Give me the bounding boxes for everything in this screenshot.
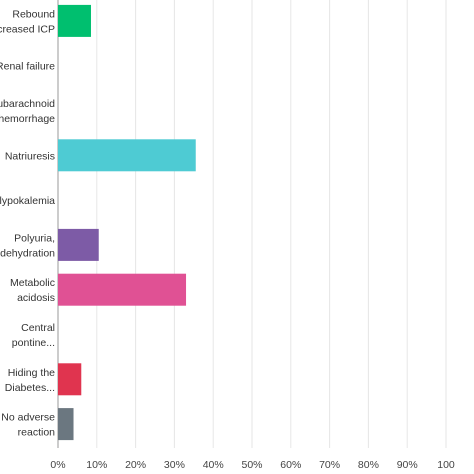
category-labels: Rebound creased ICP Renal failure ubarachno… [0, 8, 55, 438]
category-label: lypokalemia [0, 195, 55, 207]
x-tick-label: 100 [437, 459, 455, 471]
bar [58, 273, 187, 306]
x-tick-label: 10% [86, 459, 107, 471]
category-label: ubarachnoid [0, 98, 55, 110]
x-tick-label: 20% [125, 459, 146, 471]
category-label: No adverse [1, 412, 55, 424]
x-tick-label: 70% [319, 459, 340, 471]
category-label: reaction [18, 427, 56, 439]
x-axis-tick-labels: 0% 10% 20% 30% 40% 50% 60% 70% 80% 90% 100 [50, 459, 455, 471]
category-label: Renal failure [0, 61, 55, 73]
bar [58, 139, 196, 172]
category-label: acidosis [17, 292, 55, 304]
category-label: hemorrhage [0, 113, 55, 125]
bar [58, 408, 74, 441]
category-label: dehydration [0, 247, 55, 259]
category-label: Rebound [12, 8, 55, 20]
x-tick-label: 0% [50, 459, 65, 471]
x-tick-label: 80% [358, 459, 379, 471]
bar [58, 228, 99, 261]
category-label: Diabetes... [5, 382, 55, 394]
category-label: Central [21, 322, 55, 334]
grid-lines [57, 0, 447, 448]
category-label: Hiding the [8, 367, 55, 379]
bar [58, 4, 91, 37]
category-label: Natriuresis [5, 150, 55, 162]
category-label: pontine... [12, 337, 55, 349]
category-label: Metabolic [10, 277, 55, 289]
x-tick-label: 50% [241, 459, 262, 471]
x-tick-label: 60% [280, 459, 301, 471]
x-tick-label: 90% [397, 459, 418, 471]
category-label: Polyuria, [14, 232, 55, 244]
x-tick-label: 30% [164, 459, 185, 471]
bars [58, 4, 196, 441]
x-tick-label: 40% [203, 459, 224, 471]
category-label: creased ICP [0, 23, 55, 35]
bar [58, 363, 82, 396]
